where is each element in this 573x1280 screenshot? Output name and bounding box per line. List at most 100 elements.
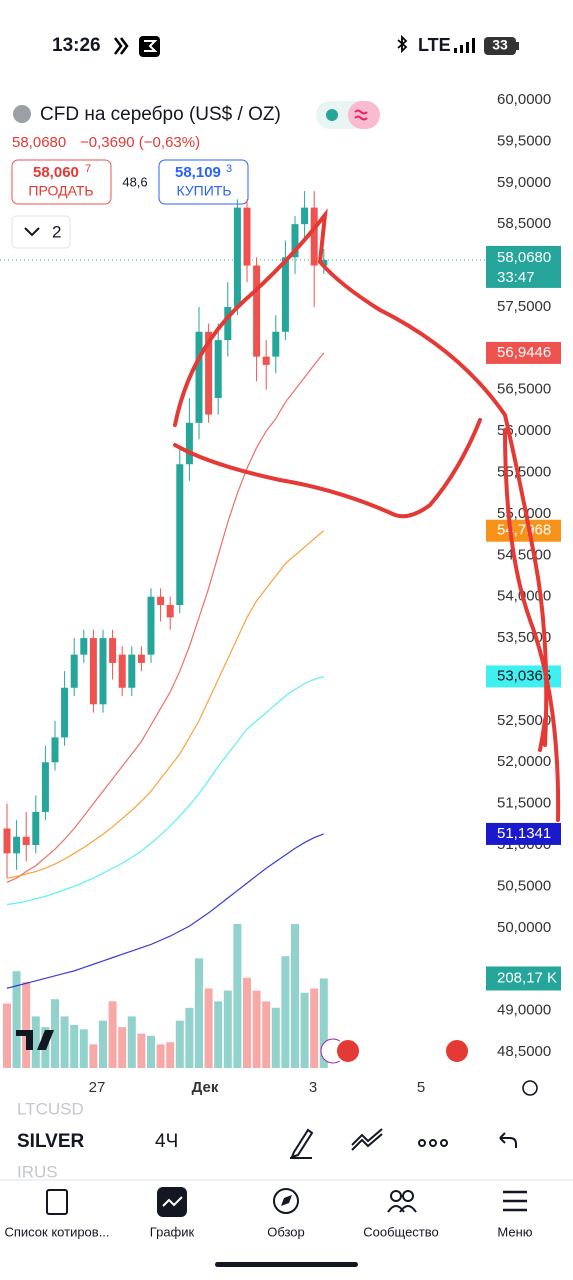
battery-tip	[516, 42, 519, 50]
volume-bar	[252, 990, 261, 1068]
symbol-icon	[13, 105, 31, 123]
volume-bar	[175, 1020, 184, 1068]
volume-bar	[310, 988, 319, 1068]
x-tick-label: Дек	[192, 1079, 219, 1096]
nav-label[interactable]: Список котиров...	[4, 1224, 109, 1239]
volume-bar	[291, 923, 299, 1068]
x-tick-label: 5	[417, 1079, 425, 1096]
candle-body	[70, 654, 78, 688]
candle-body	[80, 638, 88, 655]
ma-label: 51,1341	[497, 825, 551, 842]
y-tick-label: 51,5000	[497, 795, 551, 812]
undo-icon[interactable]	[499, 1132, 517, 1148]
volume-bar	[108, 1001, 117, 1068]
volume-bar	[137, 1033, 146, 1068]
candle-body	[233, 207, 241, 307]
prev-symbol: LTCUSD	[17, 1099, 84, 1118]
nav-icon[interactable]	[46, 1189, 68, 1215]
nav-label[interactable]: График	[150, 1224, 195, 1239]
candle-body	[272, 331, 280, 357]
countdown: 33:47	[497, 269, 535, 286]
nav-icon[interactable]	[503, 1190, 527, 1212]
candle-body	[89, 638, 97, 705]
y-tick-label: 49,0000	[497, 1002, 551, 1019]
candle-body	[118, 654, 126, 688]
volume-bar	[60, 1016, 69, 1068]
next-symbol: IRUS	[17, 1162, 58, 1181]
volume-bar	[233, 923, 242, 1068]
y-tick-label: 52,0000	[497, 753, 551, 770]
tv-logo	[16, 1030, 54, 1050]
ma-label: 56,9446	[497, 344, 551, 361]
nav-label[interactable]: Сообщество	[363, 1224, 439, 1239]
symbol[interactable]: SILVER	[17, 1131, 84, 1152]
volume-bar	[166, 1042, 175, 1068]
indicator-icon[interactable]	[351, 1128, 383, 1151]
volume-bar	[214, 1001, 223, 1068]
market-open-dot	[326, 109, 338, 121]
volume-bar	[118, 1027, 127, 1068]
candle-body	[147, 596, 155, 655]
volume-bar	[281, 956, 290, 1068]
volume-bar	[243, 977, 251, 1068]
more-icon[interactable]	[418, 1139, 448, 1147]
candle-body	[291, 224, 299, 258]
ma-label-box	[486, 519, 561, 542]
candle-body	[109, 638, 117, 663]
chart: 60,000059,500059,000058,500057,500057,00…	[0, 91, 561, 1096]
candle-body	[166, 604, 174, 618]
volume-bar	[204, 988, 213, 1068]
ma-label-box	[486, 341, 561, 364]
nav-icon[interactable]	[387, 1190, 417, 1213]
candle-body	[185, 422, 193, 465]
draw-icon[interactable]	[290, 1128, 314, 1159]
volume-bar	[22, 982, 31, 1068]
hand-drawing	[173, 208, 561, 822]
bluetooth-icon	[397, 34, 408, 54]
flag-icon[interactable]	[335, 1038, 361, 1064]
candle-body	[32, 811, 40, 846]
nav-label[interactable]: Меню	[497, 1224, 532, 1239]
volume-bar	[99, 1020, 107, 1068]
market-status[interactable]	[348, 101, 380, 129]
price-label: 58,0680	[497, 249, 551, 266]
volume-bar	[89, 1044, 98, 1068]
ma-line	[6, 530, 325, 879]
collapse-button[interactable]	[11, 215, 71, 249]
flag-icon[interactable]	[444, 1038, 470, 1064]
candle-body	[281, 257, 289, 332]
nav-icon-glyph	[162, 1196, 183, 1207]
sell-button[interactable]	[11, 159, 112, 205]
nav-icon[interactable]	[273, 1188, 299, 1214]
ma-line	[6, 833, 325, 989]
home-indicator	[215, 1262, 358, 1267]
candle-body	[253, 265, 261, 357]
volume-bar	[300, 992, 309, 1068]
y-tick-label: 58,5000	[497, 215, 551, 232]
sell-price: 58,060	[33, 164, 79, 181]
symbol-title[interactable]: CFD на серебро (US$ / OZ)	[40, 104, 281, 125]
last-price: 58,0680	[12, 134, 66, 151]
volume-bar	[31, 1016, 40, 1068]
ma-label-box	[486, 665, 561, 688]
volume-bar	[79, 1029, 88, 1068]
buy-button[interactable]	[158, 159, 249, 205]
interval[interactable]: 4Ч	[155, 1131, 178, 1152]
status-time: 13:26	[52, 35, 101, 56]
y-tick-label: 59,5000	[497, 132, 551, 149]
nav-label[interactable]: Обзор	[267, 1224, 305, 1239]
ma-label: 53,0365	[497, 667, 551, 684]
candle-body	[301, 207, 309, 225]
buy-price: 58,109	[175, 164, 221, 181]
volume-bar	[195, 958, 203, 1068]
y-tick-label: 52,5000	[497, 712, 551, 729]
spread: 48,6	[122, 174, 147, 189]
volume-bar	[271, 1007, 280, 1068]
candle-body	[243, 207, 251, 266]
settings-icon[interactable]	[522, 1080, 538, 1096]
sell-price-small: 7	[85, 163, 91, 175]
candle-body	[157, 596, 165, 605]
candle-body	[195, 331, 203, 423]
candle-body	[262, 356, 270, 365]
